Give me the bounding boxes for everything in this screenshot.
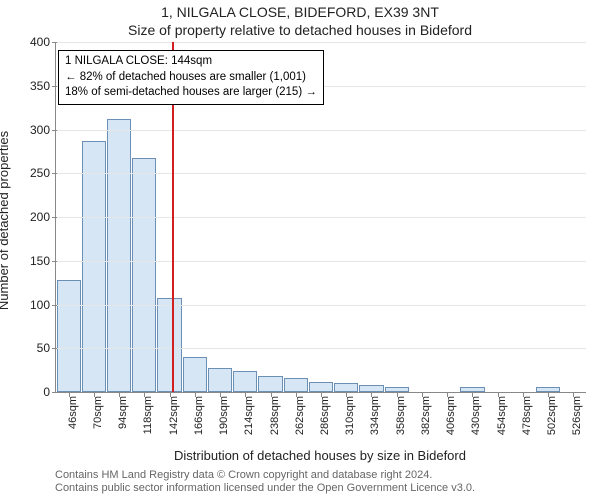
y-tick-label: 100 xyxy=(10,298,56,312)
x-tick-label: 286sqm xyxy=(319,396,331,435)
gridline xyxy=(56,261,586,262)
y-tick-label: 400 xyxy=(10,35,56,49)
y-tick-label: 350 xyxy=(10,79,56,93)
footer-attribution: Contains HM Land Registry data © Crown c… xyxy=(55,469,585,497)
histogram-bar xyxy=(157,298,181,393)
x-tick-label: 142sqm xyxy=(168,396,180,435)
histogram-bar xyxy=(107,119,131,392)
x-tick-label: 238sqm xyxy=(269,396,281,435)
histogram-bar xyxy=(132,158,156,393)
x-tick-label: 70sqm xyxy=(92,396,104,429)
y-tick-label: 200 xyxy=(10,210,56,224)
histogram-bar xyxy=(233,371,257,392)
callout-line: 18% of semi-detached houses are larger (… xyxy=(65,85,317,101)
y-tick-label: 300 xyxy=(10,123,56,137)
gridline xyxy=(56,42,586,43)
x-tick-label: 166sqm xyxy=(193,396,205,435)
x-tick-label: 454sqm xyxy=(496,396,508,435)
x-tick-label: 190sqm xyxy=(218,396,230,435)
footer-line-2: Contains public sector information licen… xyxy=(55,482,585,496)
histogram-bar xyxy=(258,376,282,392)
gridline xyxy=(56,130,586,131)
x-axis-label: Distribution of detached houses by size … xyxy=(55,448,585,463)
histogram-bar xyxy=(334,383,358,392)
y-tick-label: 50 xyxy=(10,341,56,355)
callout-line: ← 82% of detached houses are smaller (1,… xyxy=(65,70,317,86)
x-tick-label: 502sqm xyxy=(546,396,558,435)
x-tick-label: 46sqm xyxy=(67,396,79,429)
title-address: 1, NILGALA CLOSE, BIDEFORD, EX39 3NT xyxy=(0,4,600,20)
x-tick-label: 478sqm xyxy=(521,396,533,435)
x-tick-label: 358sqm xyxy=(395,396,407,435)
histogram-bar xyxy=(309,382,333,393)
callout-line: 1 NILGALA CLOSE: 144sqm xyxy=(65,54,317,70)
x-tick-label: 262sqm xyxy=(294,396,306,435)
gridline xyxy=(56,173,586,174)
y-tick-label: 250 xyxy=(10,166,56,180)
gridline xyxy=(56,348,586,349)
x-tick-label: 310sqm xyxy=(344,396,356,435)
x-tick-label: 118sqm xyxy=(142,396,154,434)
gridline xyxy=(56,217,586,218)
y-tick-label: 150 xyxy=(10,254,56,268)
x-tick-label: 334sqm xyxy=(369,396,381,435)
gridline xyxy=(56,305,586,306)
histogram-bar xyxy=(284,378,308,392)
x-tick-label: 430sqm xyxy=(470,396,482,435)
x-tick-label: 382sqm xyxy=(420,396,432,435)
title-subtitle: Size of property relative to detached ho… xyxy=(0,22,600,38)
footer-line-1: Contains HM Land Registry data © Crown c… xyxy=(55,469,585,483)
y-tick-label: 0 xyxy=(10,385,56,399)
histogram-bar xyxy=(208,368,232,393)
histogram-bar xyxy=(359,385,383,392)
histogram-bar xyxy=(183,357,207,392)
histogram-bar xyxy=(57,280,81,392)
x-tick-label: 94sqm xyxy=(117,396,129,429)
histogram-bar xyxy=(82,141,106,392)
callout-box: 1 NILGALA CLOSE: 144sqm← 82% of detached… xyxy=(58,50,324,105)
x-tick-label: 214sqm xyxy=(243,396,255,435)
x-tick-label: 526sqm xyxy=(571,396,583,435)
x-tick-label: 406sqm xyxy=(445,396,457,435)
